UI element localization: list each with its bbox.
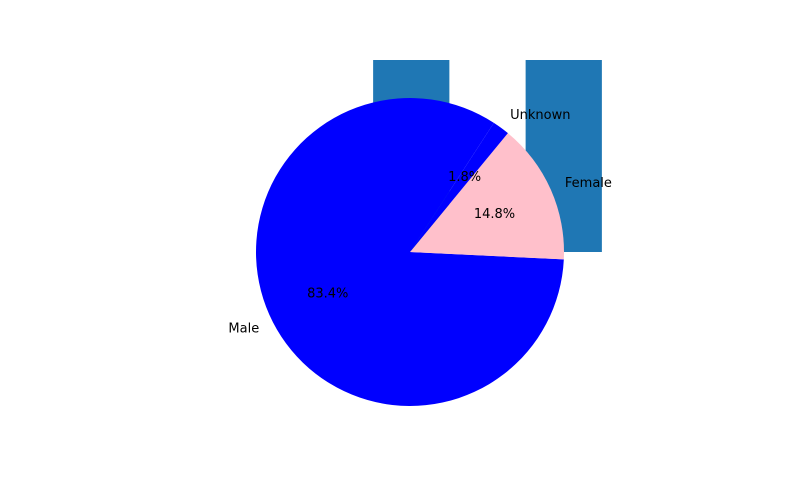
pie-slice-female [410, 133, 564, 260]
pie-slice-unknown [410, 122, 508, 253]
pie-labels: Male 83.4% Female 14.8% Unknown 1.8% [228, 108, 611, 337]
slice-percent-unknown: 1.8% [448, 170, 481, 185]
slice-percent-male: 83.4% [307, 287, 348, 302]
slice-label-male: Male [228, 322, 259, 337]
slice-percent-female: 14.8% [474, 207, 515, 222]
slice-label-female: Female [565, 176, 612, 191]
pie-slice-male [256, 98, 564, 407]
pie-slices [256, 98, 564, 407]
slice-label-unknown: Unknown [510, 108, 570, 123]
